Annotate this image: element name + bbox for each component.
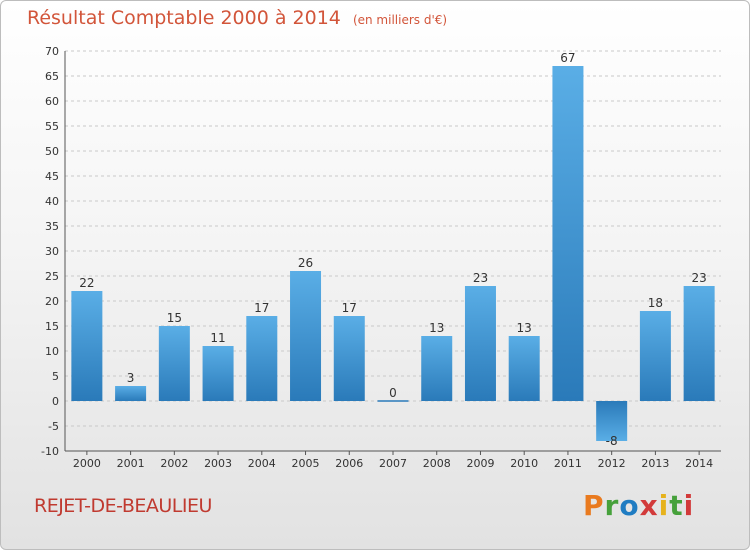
x-tick-label: 2005 — [292, 457, 320, 470]
x-tick-label: 2004 — [248, 457, 276, 470]
bar — [596, 401, 628, 441]
brand-letter: o — [619, 489, 640, 522]
bar — [639, 311, 671, 401]
chart-title-text: Résultat Comptable 2000 à 2014 — [27, 7, 341, 29]
bar — [333, 316, 365, 401]
data-label: 26 — [298, 256, 313, 270]
brand-letter: x — [639, 489, 659, 522]
brand-letter: r — [604, 489, 620, 522]
data-label: 23 — [473, 271, 488, 285]
x-tick-label: 2011 — [554, 457, 582, 470]
y-tick-label: 60 — [45, 95, 59, 108]
x-tick-label: 2001 — [117, 457, 145, 470]
y-tick-label: 65 — [45, 70, 59, 83]
y-tick-label: 40 — [45, 195, 59, 208]
data-label: 23 — [691, 271, 706, 285]
y-tick-label: 70 — [45, 45, 59, 58]
chart-subtitle: (en milliers d'€) — [352, 13, 448, 27]
brand-letter: P — [583, 489, 605, 522]
x-tick-label: 2003 — [204, 457, 232, 470]
data-label: 17 — [342, 301, 357, 315]
x-tick-label: 2009 — [466, 457, 494, 470]
x-tick-label: 2000 — [73, 457, 101, 470]
brand-letter: i — [683, 489, 695, 522]
data-label: 22 — [79, 276, 94, 290]
data-label: 13 — [429, 321, 444, 335]
bar — [552, 66, 584, 401]
y-tick-label: 25 — [45, 270, 59, 283]
y-tick-label: -5 — [48, 420, 59, 433]
bar — [246, 316, 278, 401]
y-tick-label: 30 — [45, 245, 59, 258]
data-label: 11 — [210, 331, 225, 345]
proxiti-logo: Proxiti — [583, 489, 694, 522]
y-tick-label: 10 — [45, 345, 59, 358]
data-label: -8 — [606, 434, 618, 448]
data-label: 67 — [560, 51, 575, 65]
data-label: 17 — [254, 301, 269, 315]
bar — [508, 336, 540, 401]
y-tick-label: 45 — [45, 170, 59, 183]
data-label: 18 — [648, 296, 663, 310]
x-tick-label: 2007 — [379, 457, 407, 470]
commune-name: REJET-DE-BEAULIEU — [34, 495, 212, 517]
data-label: 15 — [167, 311, 182, 325]
bar — [158, 326, 190, 401]
y-tick-label: 5 — [52, 370, 59, 383]
brand-letter: t — [669, 489, 684, 522]
y-tick-label: -10 — [41, 445, 59, 458]
x-tick-label: 2006 — [335, 457, 363, 470]
bar — [421, 336, 453, 401]
data-label: 3 — [127, 371, 135, 385]
x-tick-label: 2008 — [423, 457, 451, 470]
x-tick-label: 2014 — [685, 457, 713, 470]
y-tick-label: 50 — [45, 145, 59, 158]
data-label: 0 — [389, 386, 397, 400]
brand-letter: i — [658, 489, 670, 522]
y-tick-label: 55 — [45, 120, 59, 133]
y-tick-label: 15 — [45, 320, 59, 333]
chart-title: Résultat Comptable 2000 à 2014 (en milli… — [27, 7, 447, 29]
bar — [464, 286, 496, 401]
bar — [290, 271, 322, 401]
bar — [71, 291, 103, 401]
bar — [202, 346, 234, 401]
y-tick-label: 0 — [52, 395, 59, 408]
x-tick-label: 2010 — [510, 457, 538, 470]
x-tick-label: 2012 — [598, 457, 626, 470]
y-tick-label: 20 — [45, 295, 59, 308]
x-tick-label: 2002 — [160, 457, 188, 470]
bar — [683, 286, 715, 401]
x-tick-label: 2013 — [641, 457, 669, 470]
y-tick-label: 35 — [45, 220, 59, 233]
data-label: 13 — [517, 321, 532, 335]
bar — [115, 386, 147, 401]
